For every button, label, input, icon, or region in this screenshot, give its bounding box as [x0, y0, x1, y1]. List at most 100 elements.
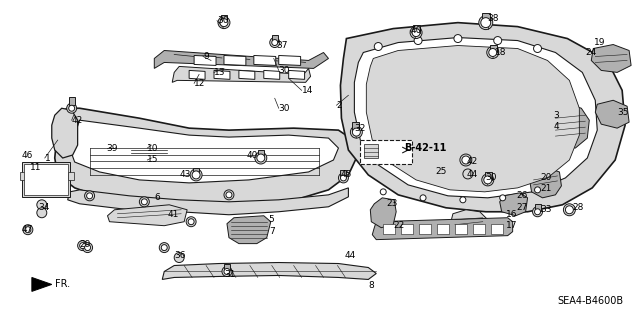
Circle shape — [224, 269, 230, 274]
Circle shape — [68, 105, 75, 111]
Polygon shape — [163, 263, 376, 279]
Text: 32: 32 — [355, 124, 365, 133]
Circle shape — [565, 206, 573, 214]
Text: 38: 38 — [488, 14, 499, 23]
Circle shape — [481, 18, 491, 28]
Circle shape — [489, 48, 497, 56]
Circle shape — [257, 154, 265, 162]
Polygon shape — [239, 70, 255, 79]
Circle shape — [224, 190, 234, 200]
Circle shape — [563, 204, 575, 216]
Text: 15: 15 — [147, 155, 159, 165]
Text: 14: 14 — [301, 86, 313, 95]
Polygon shape — [68, 188, 348, 215]
Text: 5: 5 — [269, 215, 275, 224]
Circle shape — [460, 154, 472, 166]
Polygon shape — [189, 70, 205, 79]
Circle shape — [84, 245, 91, 251]
Circle shape — [454, 34, 462, 42]
Polygon shape — [154, 50, 328, 68]
Polygon shape — [364, 144, 378, 158]
Circle shape — [463, 169, 473, 179]
Text: 30: 30 — [217, 16, 228, 25]
Text: 2: 2 — [337, 101, 342, 110]
Polygon shape — [224, 56, 246, 65]
Text: 27: 27 — [516, 203, 528, 212]
Circle shape — [500, 195, 506, 201]
Circle shape — [493, 37, 502, 45]
Circle shape — [410, 26, 422, 39]
Text: 26: 26 — [516, 191, 528, 200]
Circle shape — [140, 197, 149, 207]
Polygon shape — [366, 46, 579, 192]
Circle shape — [190, 169, 202, 181]
Polygon shape — [108, 205, 187, 226]
Circle shape — [340, 175, 346, 181]
Polygon shape — [550, 104, 589, 148]
Text: 28: 28 — [572, 203, 584, 212]
Polygon shape — [52, 108, 77, 158]
Polygon shape — [254, 56, 276, 65]
Text: 10: 10 — [147, 144, 159, 152]
Text: 44: 44 — [467, 170, 478, 179]
Circle shape — [350, 126, 362, 138]
Polygon shape — [595, 100, 629, 128]
Text: 24: 24 — [586, 48, 596, 57]
Circle shape — [141, 199, 147, 205]
Text: 9: 9 — [203, 52, 209, 61]
Polygon shape — [371, 198, 396, 228]
Polygon shape — [127, 138, 174, 162]
Text: 7: 7 — [269, 227, 275, 236]
Text: 20: 20 — [541, 174, 552, 182]
Bar — [484, 172, 492, 180]
Text: 42: 42 — [467, 158, 478, 167]
Bar — [340, 170, 346, 177]
Circle shape — [460, 197, 466, 203]
Circle shape — [25, 227, 31, 233]
Bar — [68, 97, 75, 105]
Circle shape — [77, 241, 88, 251]
Circle shape — [412, 29, 420, 37]
Polygon shape — [214, 70, 230, 79]
Bar — [360, 140, 412, 164]
Text: 47: 47 — [22, 225, 33, 234]
Bar — [193, 168, 199, 175]
Text: 45: 45 — [340, 170, 352, 179]
Polygon shape — [172, 66, 310, 82]
Polygon shape — [279, 56, 301, 65]
Bar — [221, 15, 227, 23]
Text: 18: 18 — [495, 48, 506, 57]
Bar — [24, 164, 68, 195]
Bar — [413, 25, 420, 33]
Circle shape — [220, 19, 228, 26]
Text: 37: 37 — [276, 41, 288, 50]
Polygon shape — [70, 120, 339, 183]
Bar — [20, 172, 26, 180]
Polygon shape — [355, 38, 597, 198]
Text: 21: 21 — [541, 184, 552, 193]
Text: 30: 30 — [486, 174, 497, 182]
Bar — [490, 45, 497, 53]
Circle shape — [353, 128, 360, 136]
Circle shape — [222, 266, 232, 277]
Polygon shape — [227, 216, 271, 244]
Circle shape — [86, 193, 93, 199]
Text: 41: 41 — [167, 210, 179, 219]
Text: 12: 12 — [194, 79, 205, 88]
Bar — [224, 263, 230, 271]
Circle shape — [479, 16, 493, 30]
Bar — [401, 224, 413, 234]
Bar — [353, 122, 359, 131]
Circle shape — [83, 243, 93, 253]
Circle shape — [534, 187, 541, 193]
Polygon shape — [289, 70, 305, 79]
Circle shape — [218, 17, 230, 29]
Polygon shape — [500, 193, 527, 216]
Bar — [473, 224, 484, 234]
Circle shape — [420, 195, 426, 201]
Polygon shape — [591, 45, 631, 72]
Circle shape — [67, 103, 77, 113]
Circle shape — [482, 174, 493, 186]
Text: 6: 6 — [154, 193, 160, 202]
Text: 16: 16 — [506, 210, 517, 219]
